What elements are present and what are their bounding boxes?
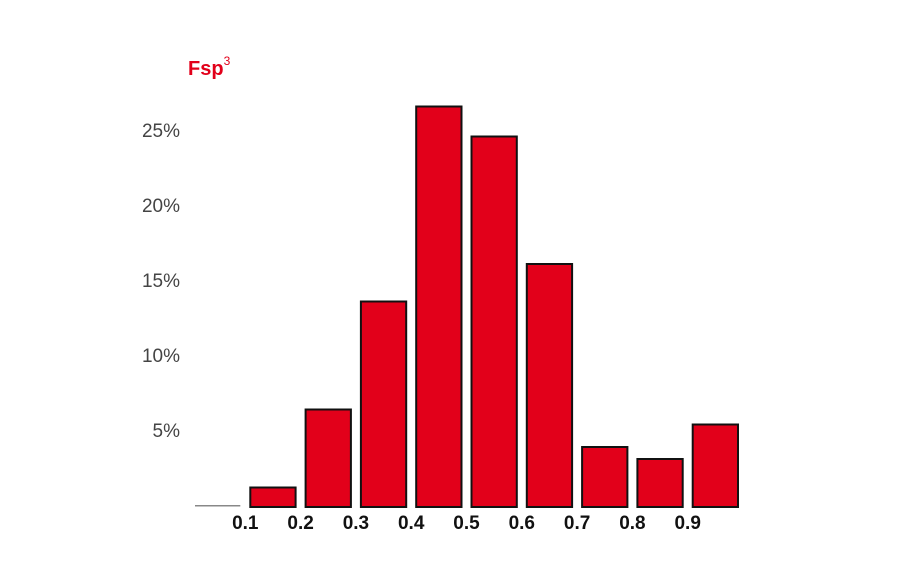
y-tick-label: 10% — [142, 346, 180, 367]
bar — [415, 105, 463, 508]
y-tick-label: 20% — [142, 196, 180, 217]
bar — [470, 135, 518, 508]
x-tick-label: 0.3 — [343, 513, 369, 534]
y-tick-label: 25% — [142, 121, 180, 142]
bar — [636, 458, 684, 508]
bar — [581, 446, 629, 508]
x-tick-label: 0.8 — [619, 513, 645, 534]
chart-title: Fsp3 — [188, 54, 231, 80]
x-tick-label: 0.7 — [564, 513, 590, 534]
y-tick-label: 15% — [142, 271, 180, 292]
title-text: Fsp — [188, 58, 224, 80]
bar — [691, 423, 740, 508]
x-tick-label: 0.6 — [509, 513, 535, 534]
x-tick-label: 0.2 — [287, 513, 313, 534]
bar — [195, 505, 241, 507]
bar — [249, 486, 297, 508]
y-tick-label: 5% — [153, 421, 181, 442]
bar — [359, 300, 408, 508]
bar — [525, 263, 574, 508]
x-tick-label: 0.9 — [674, 513, 700, 534]
bar — [304, 408, 352, 508]
x-tick-label: 0.4 — [398, 513, 425, 534]
x-tick-label: 0.1 — [232, 513, 259, 534]
x-tick-label: 0.5 — [453, 513, 480, 534]
title-superscript: 3 — [224, 54, 231, 68]
